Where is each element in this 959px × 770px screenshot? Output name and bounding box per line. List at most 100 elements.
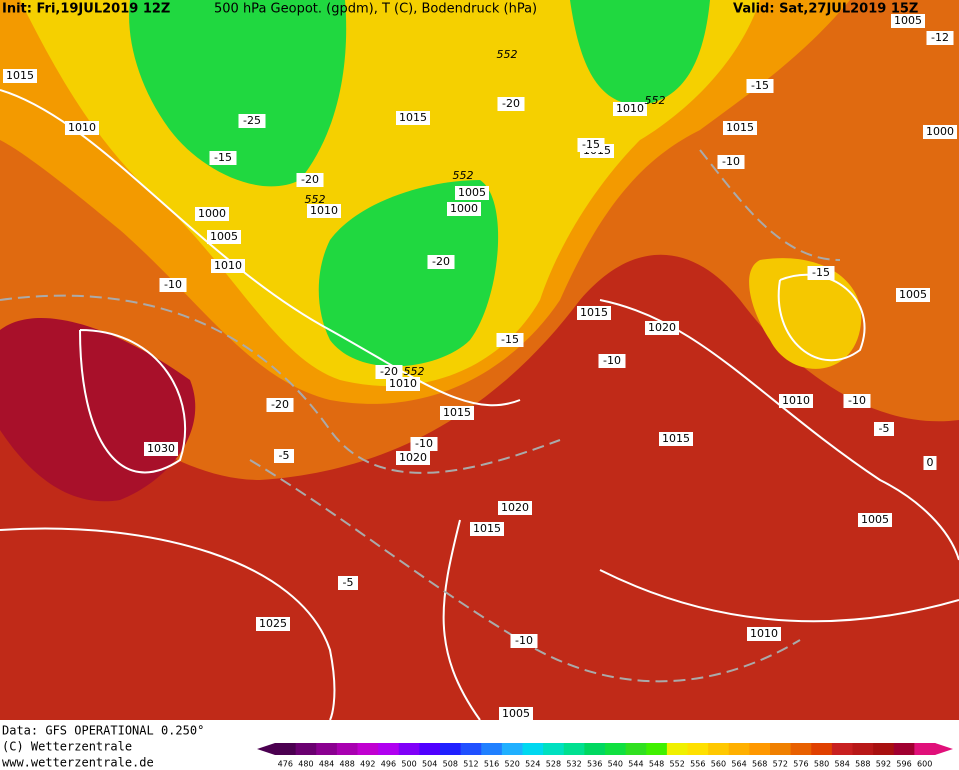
legend-level-label: 512 xyxy=(463,760,478,769)
legend-swatch xyxy=(481,743,503,755)
legend-swatch xyxy=(749,743,771,755)
label-box xyxy=(923,125,957,139)
pressure-label: 1005 xyxy=(502,707,530,720)
legend-level-label: 600 xyxy=(917,760,932,769)
label-box xyxy=(496,333,524,347)
temperature-label: -15 xyxy=(501,333,519,346)
legend-swatch xyxy=(357,743,379,755)
temperature-label: -20 xyxy=(301,173,319,186)
label-box xyxy=(577,306,611,320)
temperature-label: -15 xyxy=(582,138,600,151)
label-box xyxy=(926,31,954,45)
legend-swatch xyxy=(687,743,709,755)
temperature-label: -15 xyxy=(751,79,769,92)
legend-level-label: 592 xyxy=(876,760,891,769)
legend-level-label: 484 xyxy=(319,760,334,769)
label-box xyxy=(447,202,481,216)
label-box xyxy=(274,449,294,463)
pressure-label: 1030 xyxy=(147,442,175,455)
pressure-label: 1005 xyxy=(458,186,486,199)
pressure-label: 1010 xyxy=(310,204,338,217)
label-box xyxy=(211,259,245,273)
legend-swatch xyxy=(316,743,338,755)
label-box xyxy=(723,121,757,135)
label-box xyxy=(207,230,241,244)
legend-arrow-left xyxy=(257,743,275,755)
label-box xyxy=(375,365,403,379)
legend-level-label: 596 xyxy=(896,760,911,769)
pressure-label: 1010 xyxy=(389,377,417,390)
pressure-label: 1005 xyxy=(894,14,922,27)
legend-swatch xyxy=(522,743,544,755)
legend-swatch xyxy=(893,743,915,755)
label-box xyxy=(396,111,430,125)
label-box xyxy=(843,394,871,408)
legend-swatch xyxy=(460,743,482,755)
label-box xyxy=(717,155,745,169)
yellow-patch xyxy=(749,258,862,369)
legend-swatch xyxy=(440,743,462,755)
legend-level-label: 488 xyxy=(340,760,355,769)
green-blob xyxy=(129,0,347,187)
temperature-label: -20 xyxy=(271,398,289,411)
label-box xyxy=(3,69,37,83)
temperature-label: -15 xyxy=(214,151,232,164)
temperature-label: -15 xyxy=(812,266,830,279)
pressure-label: 1015 xyxy=(662,432,690,445)
label-box xyxy=(510,634,538,648)
pressure-label: 1000 xyxy=(926,125,954,138)
label-box xyxy=(410,437,438,451)
pressure-label: 1020 xyxy=(648,321,676,334)
temperature-label: -20 xyxy=(432,255,450,268)
legend-level-label: 540 xyxy=(608,760,623,769)
pressure-label: 1000 xyxy=(198,207,226,220)
legend-swatch xyxy=(336,743,358,755)
legend-swatch xyxy=(398,743,420,755)
temperature-label: -12 xyxy=(931,31,949,44)
label-box xyxy=(209,151,237,165)
geopotential-label: 552 xyxy=(305,193,326,206)
legend-swatch xyxy=(419,743,441,755)
pressure-label: 1010 xyxy=(214,259,242,272)
pressure-label: 1010 xyxy=(616,102,644,115)
pressure-label: 1005 xyxy=(210,230,238,243)
website: www.wetterzentrale.de xyxy=(2,756,154,770)
legend-swatch xyxy=(873,743,895,755)
label-box xyxy=(266,398,294,412)
legend-level-label: 556 xyxy=(690,760,705,769)
legend-level-label: 504 xyxy=(422,760,437,769)
label-box xyxy=(396,451,430,465)
temperature-label: -5 xyxy=(879,422,890,435)
legend-swatch xyxy=(378,743,400,755)
legend-level-label: 524 xyxy=(525,760,540,769)
temperature-label: -10 xyxy=(848,394,866,407)
legend-level-label: 552 xyxy=(670,760,685,769)
legend-level-label: 500 xyxy=(401,760,416,769)
temperature-label: -10 xyxy=(722,155,740,168)
label-box xyxy=(440,406,474,420)
legend-level-label: 508 xyxy=(443,760,458,769)
pressure-label: 1010 xyxy=(782,394,810,407)
label-box xyxy=(427,255,455,269)
label-box xyxy=(256,617,290,631)
geopotential-label: 552 xyxy=(453,169,474,182)
legend-level-label: 528 xyxy=(546,760,561,769)
label-box xyxy=(645,321,679,335)
legend-level-label: 584 xyxy=(835,760,850,769)
label-box xyxy=(65,121,99,135)
geopotential-label: 552 xyxy=(497,48,518,61)
legend-level-label: 548 xyxy=(649,760,664,769)
label-box xyxy=(470,522,504,536)
label-box xyxy=(497,97,525,111)
color-legend: 476 480 484 488 492 496 500 504 508 512 516 520 524 5… xyxy=(257,743,953,769)
map-title: 500 hPa Geopot. (gpdm), T (C), Bodendruc… xyxy=(214,2,537,17)
legend-level-label: 560 xyxy=(711,760,726,769)
legend-swatch xyxy=(852,743,874,755)
temperature-label: -20 xyxy=(380,365,398,378)
legend-swatch xyxy=(770,743,792,755)
legend-level-label: 568 xyxy=(752,760,767,769)
label-box xyxy=(338,576,358,590)
legend-level-label: 480 xyxy=(298,760,313,769)
legend-swatch xyxy=(646,743,668,755)
legend-swatch xyxy=(543,743,565,755)
